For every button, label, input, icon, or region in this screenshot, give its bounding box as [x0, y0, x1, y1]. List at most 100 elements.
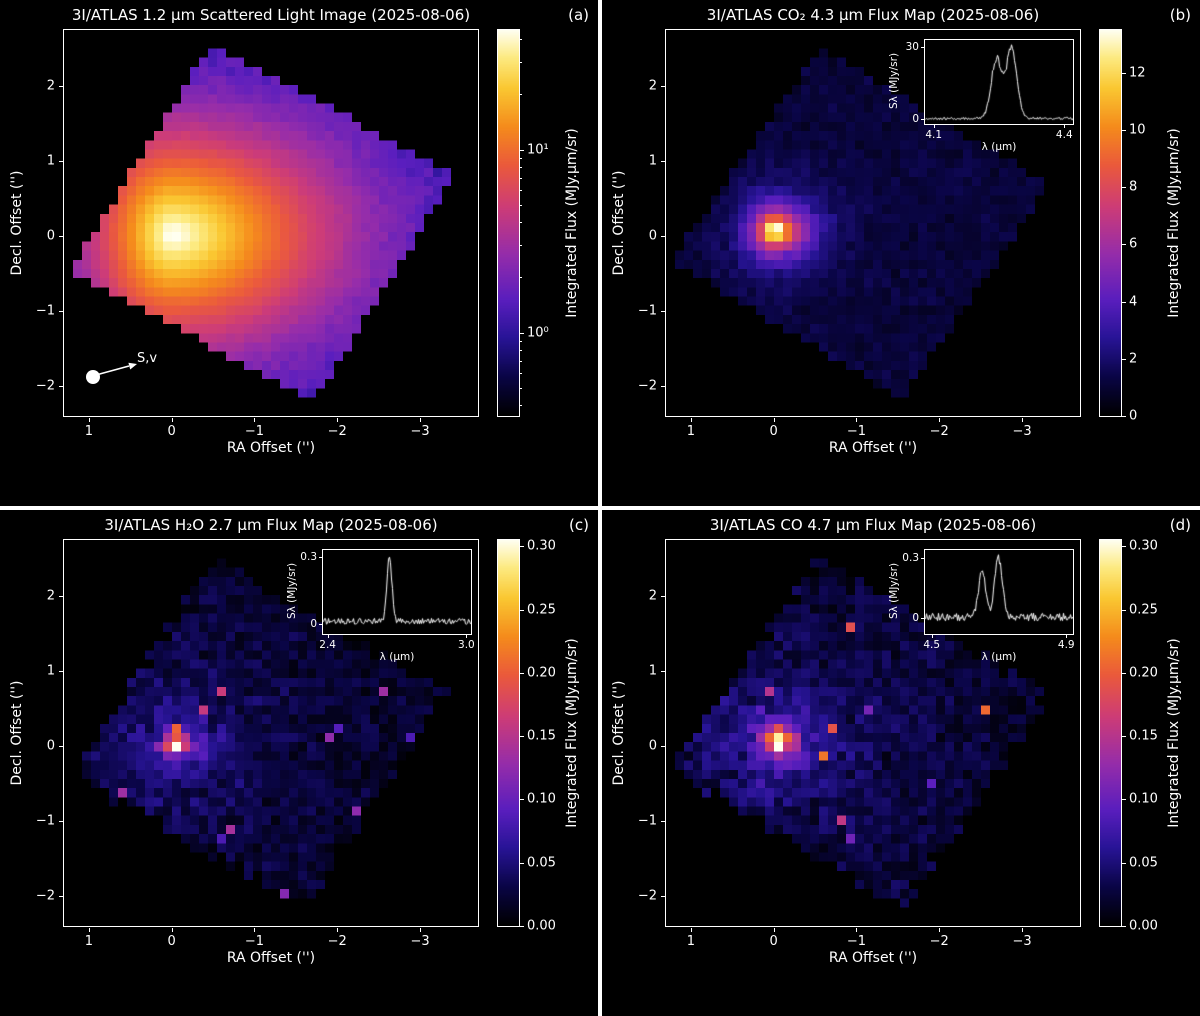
- colorbar-tick-label: 0.15: [1129, 728, 1158, 744]
- inset-y-tick-label: 0: [912, 612, 919, 624]
- inset-y-tick-label: 0.3: [300, 550, 317, 563]
- x-tick: [88, 418, 90, 422]
- x-tick-label: −1: [846, 934, 867, 949]
- inset-x-tick: [933, 125, 935, 128]
- y-tick-label: 2: [46, 78, 55, 94]
- colorbar-tick-label: 0.05: [1129, 855, 1158, 871]
- colorbar-minor-tick: [520, 204, 522, 206]
- panel-a-colorbar-canvas: [498, 30, 519, 416]
- y-tick: [661, 671, 665, 673]
- panel-c-title: 3I/ATLAS H₂O 2.7 μm Flux Map (2025-08-06…: [104, 516, 438, 534]
- y-tick: [661, 596, 665, 598]
- colorbar-tick: [520, 332, 524, 334]
- y-tick: [661, 236, 665, 238]
- x-tick-label: −2: [929, 934, 949, 949]
- inset-x-tick-label: 4.4: [1055, 129, 1073, 141]
- inset-spectrum-plot: Sλ (MJy/sr) 0 30 4.1 4.4 λ (μm): [880, 33, 1078, 157]
- colorbar-tick-label: 0.20: [1129, 665, 1158, 681]
- panel-d-x-axis-label: RA Offset (''): [828, 950, 918, 966]
- x-tick: [690, 418, 692, 422]
- colorbar-tick: [1122, 546, 1126, 548]
- inset-y-tick-label: 30: [905, 41, 919, 54]
- inset-spectrum-plot: Sλ (MJy/sr) 0 0.3 4.5 4.9 λ (μm): [880, 543, 1078, 667]
- y-tick-label: 1: [648, 153, 657, 169]
- y-tick-label: 0: [46, 738, 55, 754]
- panel-b-y-axis-label: Decl. Offset (''): [611, 170, 627, 276]
- panel-a-colorbar-label: Integrated Flux (MJy.μm/sr): [564, 128, 580, 318]
- x-tick-label: 1: [84, 934, 93, 949]
- colorbar-tick-label: 0.00: [1129, 918, 1158, 934]
- x-tick-label: 1: [686, 934, 695, 949]
- colorbar-tick: [1122, 72, 1126, 74]
- x-tick: [690, 928, 692, 932]
- colorbar-minor-tick: [520, 167, 522, 169]
- inset-y-axis-label: Sλ (MJy/sr): [888, 562, 900, 620]
- sun-velocity-arrow-icon: [85, 363, 137, 385]
- colorbar-tick-label: 0.20: [527, 665, 556, 681]
- inset-y-tick: [921, 119, 924, 121]
- panel-c-y-axis-label: Decl. Offset (''): [9, 680, 25, 786]
- x-tick-label: 0: [769, 424, 778, 439]
- x-tick: [856, 418, 858, 422]
- colorbar-tick: [1122, 799, 1126, 801]
- colorbar-tick: [520, 149, 524, 151]
- panel-b-corner-label: (b): [1169, 6, 1191, 24]
- inset-x-tick: [1064, 125, 1066, 128]
- colorbar-tick: [520, 926, 524, 927]
- colorbar-tick: [520, 609, 524, 611]
- panel-c: 3I/ATLAS H₂O 2.7 μm Flux Map (2025-08-06…: [0, 510, 598, 1016]
- panel-b: 3I/ATLAS CO₂ 4.3 μm Flux Map (2025-08-06…: [602, 0, 1200, 506]
- y-tick: [59, 236, 63, 238]
- panel-a-colorbar: [497, 29, 520, 417]
- inset-y-tick: [921, 47, 924, 49]
- colorbar-tick-label: 6: [1129, 236, 1138, 252]
- x-tick-label: 0: [167, 424, 176, 439]
- x-tick: [337, 928, 339, 932]
- inset-y-tick: [319, 556, 322, 558]
- panel-d-colorbar: [1099, 539, 1122, 927]
- panel-a-corner-label: (a): [568, 6, 589, 24]
- colorbar-tick-label: 0.15: [527, 728, 556, 744]
- y-tick: [661, 386, 665, 388]
- y-tick-label: 1: [46, 153, 55, 169]
- panel-b-colorbar-canvas: [1100, 30, 1121, 416]
- y-tick-label: 0: [46, 228, 55, 244]
- colorbar-tick: [1122, 736, 1126, 738]
- inset-y-tick: [921, 618, 924, 619]
- inset-x-tick-label: 4.1: [925, 129, 943, 141]
- panel-d-colorbar-label: Integrated Flux (MJy.μm/sr): [1166, 638, 1182, 828]
- y-tick: [661, 161, 665, 163]
- y-tick: [59, 86, 63, 88]
- colorbar-minor-tick: [520, 373, 522, 375]
- colorbar-tick: [520, 736, 524, 738]
- panel-c-colorbar-canvas: [498, 540, 519, 926]
- inset-spectrum-canvas: [924, 549, 1074, 635]
- inset-y-tick: [921, 558, 924, 559]
- colorbar-tick: [1122, 862, 1126, 864]
- colorbar-tick-label: 12: [1129, 65, 1146, 81]
- panel-d-y-axis-label: Decl. Offset (''): [611, 680, 627, 786]
- colorbar-minor-tick: [520, 94, 522, 96]
- colorbar-tick: [520, 546, 524, 548]
- x-tick: [939, 418, 941, 422]
- colorbar-minor-tick: [520, 350, 522, 352]
- panel-d: 3I/ATLAS CO 4.7 μm Flux Map (2025-08-06)…: [602, 510, 1200, 1016]
- panel-c-colorbar: [497, 539, 520, 927]
- colorbar-tick-label: 0.30: [1129, 538, 1158, 554]
- panel-b-colorbar: [1099, 29, 1122, 417]
- panel-a-y-axis-label: Decl. Offset (''): [9, 170, 25, 276]
- inset-x-tick-label: 4.9: [1057, 639, 1075, 651]
- x-tick-label: −2: [929, 424, 949, 439]
- y-tick: [661, 311, 665, 313]
- x-tick: [171, 418, 173, 422]
- colorbar-minor-tick: [520, 245, 522, 247]
- inset-x-tick: [931, 635, 933, 638]
- panel-d-corner-label: (d): [1169, 516, 1191, 534]
- inset-spectrum-canvas: [322, 549, 472, 635]
- x-tick: [939, 928, 941, 932]
- x-tick-label: −1: [244, 424, 265, 439]
- colorbar-tick: [1122, 244, 1126, 246]
- y-tick: [59, 161, 63, 163]
- x-tick: [420, 418, 422, 422]
